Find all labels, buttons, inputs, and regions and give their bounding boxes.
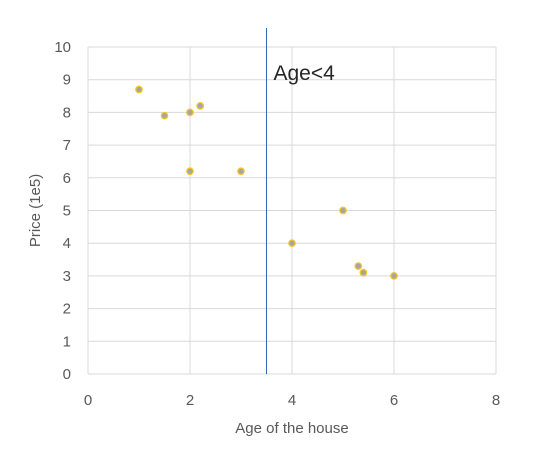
y-axis-title: Price (1e5) — [27, 174, 44, 247]
data-point — [196, 102, 205, 110]
data-point — [237, 167, 245, 176]
y-tick-label: 1 — [63, 333, 71, 350]
y-tick-label: 10 — [54, 39, 71, 56]
x-tick-label: 6 — [390, 392, 398, 409]
data-point — [390, 272, 398, 280]
y-tick-label: 9 — [63, 72, 71, 89]
data-point — [160, 111, 169, 120]
y-axis-ticks: 0 1 2 3 4 5 6 7 8 9 10 — [54, 39, 71, 383]
x-axis-ticks: 0 2 4 6 8 — [84, 392, 500, 409]
y-tick-label: 4 — [63, 235, 71, 252]
data-points — [135, 85, 398, 280]
data-point — [186, 167, 194, 176]
data-point — [339, 206, 347, 215]
y-tick-label: 2 — [63, 301, 71, 318]
x-axis-title: Age of the house — [235, 420, 348, 437]
data-point — [288, 239, 296, 248]
data-point — [359, 268, 368, 277]
x-tick-label: 8 — [492, 392, 500, 409]
data-point — [135, 85, 143, 94]
data-point — [186, 108, 194, 117]
y-tick-label: 6 — [63, 170, 71, 187]
x-tick-label: 2 — [186, 392, 194, 409]
x-tick-label: 4 — [288, 392, 296, 409]
y-tick-label: 8 — [63, 104, 71, 121]
y-tick-label: 3 — [63, 268, 71, 285]
grid-lines — [87, 46, 497, 375]
y-tick-label: 0 — [63, 366, 71, 383]
reference-line-label: Age<4 — [274, 62, 336, 85]
y-tick-label: 5 — [63, 203, 71, 220]
y-tick-label: 7 — [63, 137, 71, 154]
x-tick-label: 0 — [84, 392, 92, 409]
data-point — [354, 262, 363, 270]
